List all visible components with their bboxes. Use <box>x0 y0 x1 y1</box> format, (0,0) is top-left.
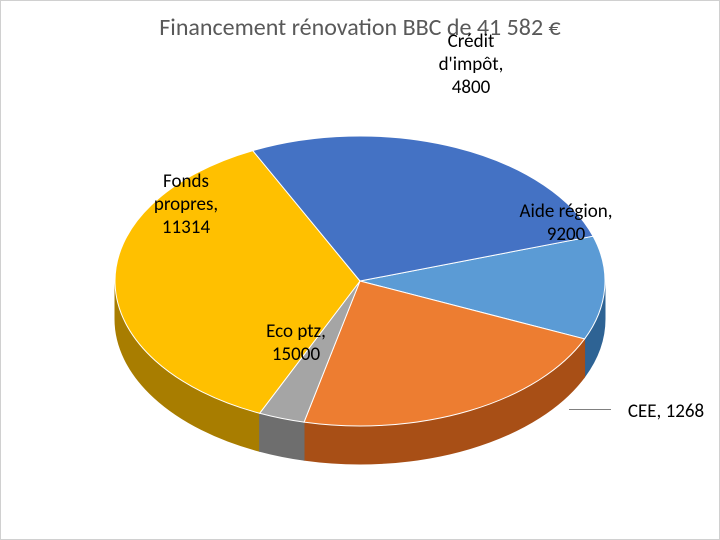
pie-chart <box>0 1 720 540</box>
slice-label: CEE, 1268 <box>611 401 720 424</box>
chart-container: Financement rénovation BBC de 41 582 € C… <box>0 0 720 540</box>
slice-label: Eco ptz,15000 <box>236 321 356 367</box>
slice-label: Aide région,9200 <box>491 201 641 247</box>
leader-line <box>569 409 611 410</box>
slice-label: Créditd'impôt,4800 <box>416 31 526 99</box>
slice-label: Fondspropres,11314 <box>126 171 246 239</box>
